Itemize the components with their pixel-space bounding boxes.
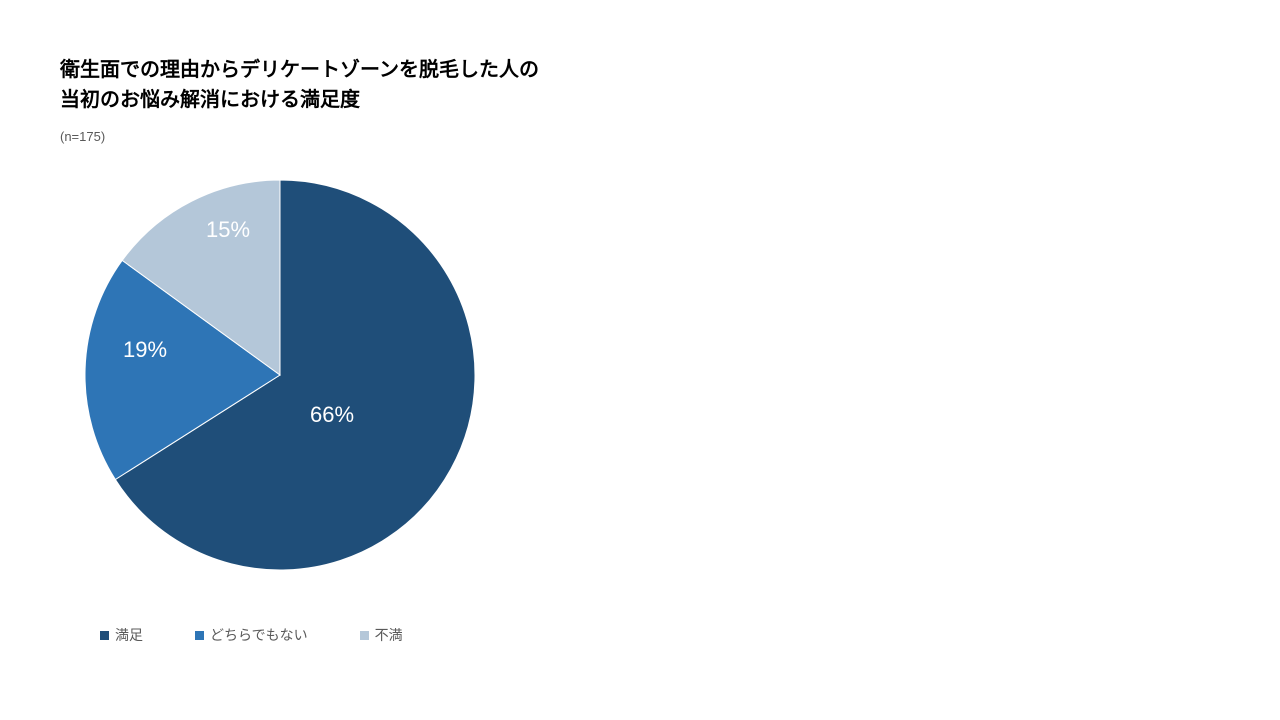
legend-label-2: 不満 xyxy=(375,625,403,645)
chart-container: 衛生面での理由からデリケートゾーンを脱毛した人の 当初のお悩み解消における満足度… xyxy=(0,0,1280,720)
legend-label-0: 満足 xyxy=(115,625,143,645)
chart-title-line1: 衛生面での理由からデリケートゾーンを脱毛した人の xyxy=(60,55,539,85)
legend-item-2: 不満 xyxy=(360,625,403,645)
pie-chart: 66% 19% 15% xyxy=(80,175,480,575)
legend-label-1: どちらでもない xyxy=(210,625,308,645)
legend: 満足 どちらでもない 不満 xyxy=(100,625,403,645)
pie-svg xyxy=(80,175,480,575)
slice-label-0: 66% xyxy=(310,402,354,428)
title-block: 衛生面での理由からデリケートゾーンを脱毛した人の 当初のお悩み解消における満足度… xyxy=(60,55,539,144)
slice-label-1: 19% xyxy=(123,337,167,363)
legend-swatch-0 xyxy=(100,631,109,640)
legend-item-0: 満足 xyxy=(100,625,143,645)
legend-swatch-2 xyxy=(360,631,369,640)
legend-item-1: どちらでもない xyxy=(195,625,308,645)
chart-subtitle: (n=175) xyxy=(60,129,539,144)
chart-title-line2: 当初のお悩み解消における満足度 xyxy=(60,85,539,115)
slice-label-2: 15% xyxy=(206,217,250,243)
legend-swatch-1 xyxy=(195,631,204,640)
